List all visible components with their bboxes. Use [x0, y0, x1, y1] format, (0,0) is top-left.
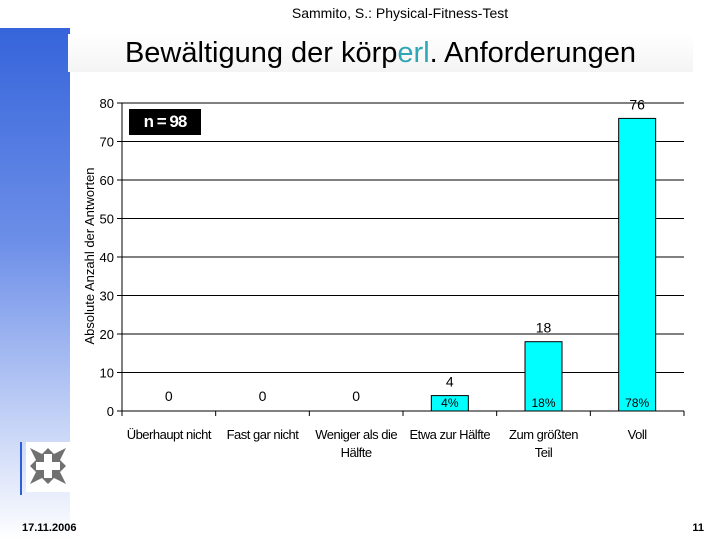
title-part3: . Anforderungen: [429, 37, 637, 69]
slide-title: Bewältigung der körperl. Anforderungen: [68, 34, 693, 72]
value-label: 0: [165, 388, 173, 404]
title-part1: Bewältigung der körp: [124, 37, 398, 69]
y-tick-label: 40: [100, 250, 114, 265]
y-tick-label: 0: [107, 404, 114, 419]
y-tick-label: 60: [100, 173, 114, 188]
value-label: 0: [259, 388, 267, 404]
value-label: 18: [536, 320, 552, 336]
bundeswehr-emblem-icon: [20, 442, 70, 495]
category-label: Voll: [628, 427, 648, 442]
category-label: Zum größten: [509, 427, 578, 442]
y-tick-label: 20: [100, 327, 114, 342]
category-label: Überhaupt nicht: [127, 427, 212, 442]
category-label: Etwa zur Hälfte: [410, 427, 491, 442]
percent-label: 18%: [531, 396, 555, 410]
category-label: Hälfte: [341, 445, 372, 460]
value-label: 76: [629, 96, 645, 112]
y-axis-label: Absolute Anzahl der Antworten: [82, 167, 97, 344]
y-tick-label: 10: [100, 366, 114, 381]
bar: [524, 341, 563, 412]
sample-size-badge: n = 98: [129, 109, 201, 135]
bar: [430, 395, 469, 412]
y-tick-label: 70: [100, 135, 114, 150]
percent-label: 78%: [625, 396, 649, 410]
category-label: Fast gar nicht: [227, 427, 300, 442]
y-tick-label: 50: [100, 212, 114, 227]
bar: [618, 117, 657, 412]
page-number: 11: [692, 522, 704, 534]
y-tick-label: 30: [100, 289, 114, 304]
y-tick-label: 80: [100, 96, 114, 111]
slide-header: Sammito, S.: Physical-Fitness-Test: [291, 5, 509, 21]
value-label: 4: [446, 374, 454, 390]
top-bar: [0, 0, 720, 28]
footer-date: 17.11.2006: [22, 522, 77, 534]
percent-label: 4%: [441, 396, 459, 410]
title-highlight: erl: [397, 37, 430, 69]
value-label: 0: [352, 388, 360, 404]
category-label: Teil: [535, 445, 553, 460]
category-label: Weniger als die: [315, 427, 397, 442]
